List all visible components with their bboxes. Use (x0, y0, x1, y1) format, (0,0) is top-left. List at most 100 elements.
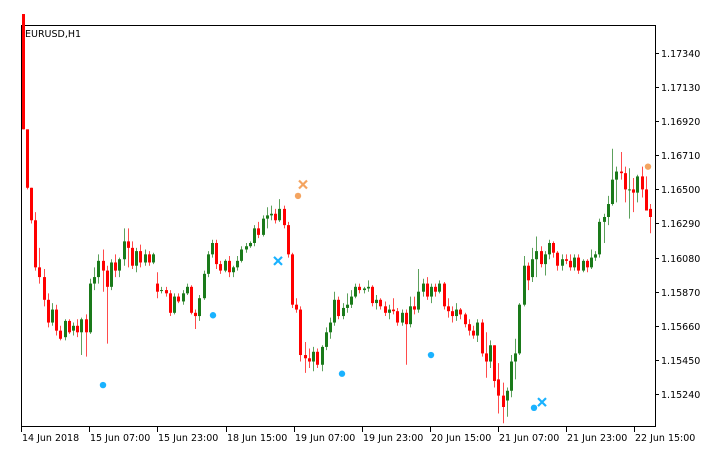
candle (253, 225, 256, 247)
candle (540, 246, 543, 268)
candle (152, 252, 155, 265)
candle (182, 290, 185, 305)
candle (106, 265, 109, 344)
candle (459, 307, 462, 320)
candle (413, 296, 416, 315)
candle (497, 363, 500, 414)
candle (93, 267, 96, 291)
candle (438, 280, 441, 294)
candle (476, 319, 479, 343)
sell-cross-marker (298, 179, 308, 190)
candle (165, 286, 168, 297)
candle (552, 241, 555, 258)
candle (194, 309, 197, 330)
candle (384, 301, 387, 317)
candle (144, 249, 147, 266)
candle (316, 348, 319, 369)
candle (342, 303, 345, 320)
candle (26, 129, 29, 190)
candle (434, 283, 437, 297)
candle (561, 254, 564, 271)
candle (628, 168, 631, 219)
candle (274, 208, 277, 224)
candle (34, 212, 37, 271)
candle (573, 254, 576, 271)
candle (148, 251, 151, 266)
candle (611, 148, 614, 206)
candle (228, 255, 231, 278)
candle (430, 283, 433, 304)
candle (455, 303, 458, 321)
candle (80, 317, 83, 356)
candle (139, 244, 142, 268)
candle (245, 242, 248, 253)
candle (270, 205, 273, 221)
candle (590, 249, 593, 269)
candle (379, 298, 382, 310)
candle (337, 296, 340, 320)
candle (649, 204, 652, 234)
candle (544, 251, 547, 276)
candle (565, 254, 568, 265)
candle (472, 325, 475, 339)
candle (392, 298, 395, 315)
candle (47, 293, 50, 328)
candle (131, 241, 134, 269)
candle (160, 286, 163, 294)
candle (114, 254, 117, 278)
y-tick-label: 1.16920 (661, 117, 700, 128)
candle (43, 268, 46, 307)
sell-dot-marker (294, 192, 302, 200)
candle (443, 281, 446, 310)
candle (548, 239, 551, 260)
candle (346, 293, 349, 313)
x-tick-label: 14 Jun 2018 (22, 433, 79, 444)
candle (156, 272, 159, 299)
trade-markers-layer (99, 163, 652, 412)
x-tick-label: 15 Jun 23:00 (158, 433, 218, 444)
price-axis: 1.17340 1.17130 1.16920 1.16710 1.16500 1.162… (655, 49, 700, 401)
y-tick-label: 1.17130 (661, 83, 700, 94)
candle (569, 254, 572, 271)
buy-cross-marker (273, 256, 283, 266)
candle (607, 195, 610, 226)
candle (401, 309, 404, 326)
candle (586, 259, 589, 273)
candle (135, 247, 138, 273)
x-tick-label: 19 Jun 23:00 (363, 433, 423, 444)
candle (89, 278, 92, 334)
candle (291, 252, 294, 308)
y-tick-label: 1.15240 (661, 390, 700, 401)
candle (632, 178, 635, 213)
candle (363, 286, 366, 294)
candle (409, 296, 412, 328)
candle (30, 187, 33, 224)
y-tick-label: 1.15660 (661, 322, 700, 333)
candle (603, 213, 606, 243)
candle (207, 251, 210, 278)
time-axis: 14 Jun 2018 15 Jun 07:00 15 Jun 23:00 18 Ju… (21, 427, 695, 444)
candle (266, 207, 269, 229)
candle (493, 345, 496, 388)
candle (22, 14, 25, 130)
candle (177, 293, 180, 304)
candle (198, 294, 201, 321)
candle (110, 259, 113, 291)
x-tick-label: 21 Jun 23:00 (567, 433, 627, 444)
candle (502, 382, 505, 424)
candle (645, 176, 648, 211)
plot-frame (21, 25, 656, 427)
candle (287, 221, 290, 258)
y-tick-label: 1.16290 (661, 219, 700, 230)
candle (240, 246, 243, 263)
candle (85, 314, 88, 357)
candles-layer (22, 14, 652, 424)
candle (577, 254, 580, 274)
candle (535, 236, 538, 278)
candle (468, 319, 471, 336)
candle (405, 309, 408, 365)
candle (641, 166, 644, 198)
candle (417, 268, 420, 313)
candle (211, 239, 214, 258)
